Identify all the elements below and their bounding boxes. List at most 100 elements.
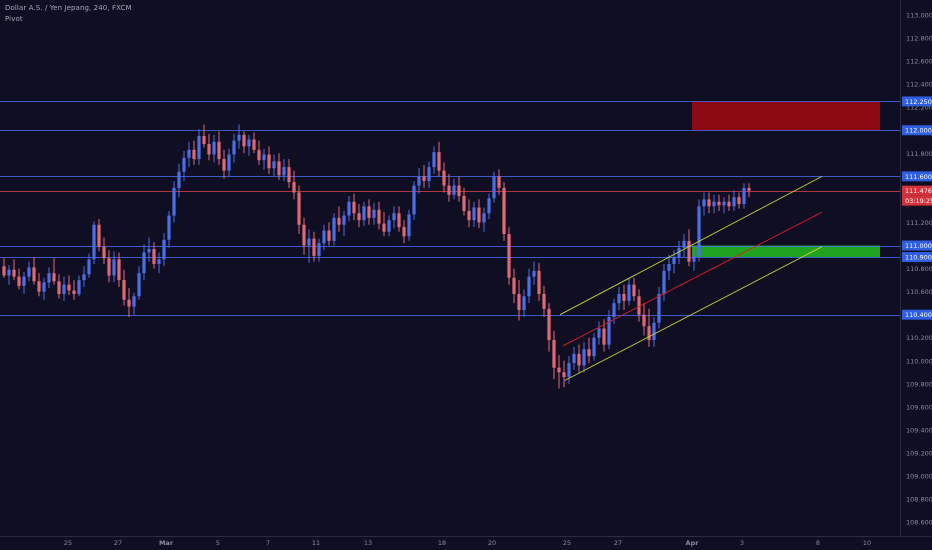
candle-body — [472, 207, 476, 221]
candle-body — [112, 259, 116, 276]
price-badge-label: 111.600 — [905, 173, 932, 181]
candle-body — [332, 217, 336, 241]
candle-body — [702, 199, 706, 207]
time-tick-label: 8 — [816, 539, 820, 547]
price-badge — [902, 125, 932, 136]
candle-body — [397, 213, 401, 228]
candle-body — [382, 223, 386, 232]
resistance-zone[interactable] — [692, 101, 880, 131]
candle-body — [657, 293, 661, 323]
candle-body — [207, 144, 211, 155]
candle-body — [497, 176, 501, 188]
support-zone[interactable] — [692, 245, 880, 258]
time-tick-label: 5 — [216, 539, 220, 547]
candle-body — [547, 308, 551, 341]
candle-body — [137, 273, 141, 297]
candle-body — [252, 139, 256, 150]
time-axis[interactable]: 25 27 Mar 5 7 11 13 18 20 25 27 Apr 3 8 10 — [64, 539, 871, 547]
candle-body — [82, 274, 86, 281]
price-tick-label: 112.800 — [906, 35, 932, 43]
price-tick-label: 111.200 — [906, 219, 932, 227]
candle-body — [97, 224, 101, 247]
candle-body — [107, 258, 111, 276]
price-badge-label: 112.250 — [905, 98, 932, 106]
candle-body — [357, 213, 361, 221]
price-badge-label: 111.476 — [905, 187, 932, 195]
candle-body — [647, 326, 651, 341]
candle-body — [232, 140, 236, 155]
candle-body — [712, 201, 716, 207]
candle-body — [747, 187, 751, 191]
trend-channel[interactable] — [559, 175, 823, 381]
candle-body — [7, 269, 11, 276]
time-tick-label: 7 — [266, 539, 270, 547]
candle-body — [312, 238, 316, 256]
price-tick-label: 112.600 — [906, 58, 932, 66]
time-tick-label: Apr — [686, 539, 700, 547]
candle-body — [52, 273, 56, 282]
price-tick-label: 108.800 — [906, 496, 932, 504]
candle-body — [677, 247, 681, 258]
candle-body — [532, 270, 536, 277]
candle-body — [582, 349, 586, 366]
channel-middle-line[interactable] — [562, 211, 823, 347]
candle-body — [512, 277, 516, 294]
time-tick-label: 25 — [563, 539, 571, 547]
candle-body — [427, 167, 431, 181]
candle-body — [247, 139, 251, 147]
candle-body — [622, 293, 626, 301]
candle-body — [117, 259, 121, 281]
candle-body — [612, 303, 616, 317]
candle-body — [322, 230, 326, 244]
candle-body — [487, 198, 491, 214]
candle-body — [597, 328, 601, 338]
price-tick-label: 109.400 — [906, 426, 932, 434]
candle-body — [222, 159, 226, 171]
candle-body — [542, 293, 546, 309]
channel-lower-line[interactable] — [564, 246, 823, 381]
candle-body — [437, 152, 441, 171]
price-tick-label: 112.400 — [906, 81, 932, 89]
candle-body — [142, 252, 146, 274]
candle-body — [537, 270, 541, 294]
time-tick-label: 10 — [863, 539, 871, 547]
candle-body — [157, 259, 161, 264]
candle-body — [407, 214, 411, 237]
candle-body — [307, 238, 311, 246]
candle-body — [262, 154, 266, 161]
candle-body — [87, 259, 91, 275]
time-tick-label: 3 — [740, 539, 744, 547]
candle-body — [227, 154, 231, 171]
candle-body — [192, 149, 196, 160]
candle-body — [737, 197, 741, 205]
candle-body — [32, 267, 36, 282]
price-badge — [902, 252, 932, 263]
time-tick-label: Mar — [159, 539, 174, 547]
candle-body — [422, 176, 426, 181]
price-tick-label: 110.000 — [906, 357, 932, 365]
channel-upper-line[interactable] — [559, 175, 823, 316]
candle-body — [167, 215, 171, 240]
candle-body — [217, 141, 221, 160]
candle-body — [237, 134, 241, 141]
candle-body — [197, 136, 201, 160]
candle-body — [562, 372, 566, 377]
candle-body — [502, 187, 506, 234]
candle-body — [742, 187, 746, 205]
candle-body — [242, 134, 246, 147]
candle-body — [692, 255, 696, 262]
candle-body — [447, 185, 451, 195]
symbol-title: Dollar A.S. / Yen Jepang, 240, FXCM — [5, 4, 132, 12]
candle-body — [572, 353, 576, 364]
candle-body — [477, 207, 481, 223]
candles — [2, 124, 751, 389]
candle-body — [637, 296, 641, 315]
candle-body — [672, 257, 676, 264]
price-tick-label: 110.600 — [906, 288, 932, 296]
candle-body — [22, 276, 26, 286]
time-tick-label: 18 — [438, 539, 446, 547]
candle-body — [442, 170, 446, 186]
candle-body — [102, 246, 106, 259]
